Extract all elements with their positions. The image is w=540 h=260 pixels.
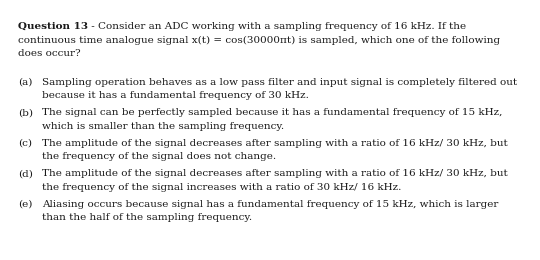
Text: (a): (a) bbox=[18, 78, 32, 87]
Text: which is smaller than the sampling frequency.: which is smaller than the sampling frequ… bbox=[42, 122, 284, 131]
Text: The signal can be perfectly sampled because it has a fundamental frequency of 15: The signal can be perfectly sampled beca… bbox=[42, 108, 502, 118]
Text: The amplitude of the signal decreases after sampling with a ratio of 16 kHz/ 30 : The amplitude of the signal decreases af… bbox=[42, 170, 508, 178]
Text: the frequency of the signal increases with a ratio of 30 kHz/ 16 kHz.: the frequency of the signal increases wi… bbox=[42, 183, 401, 192]
Text: because it has a fundamental frequency of 30 kHz.: because it has a fundamental frequency o… bbox=[42, 92, 309, 100]
Text: does occur?: does occur? bbox=[18, 49, 80, 58]
Text: Aliasing occurs because signal has a fundamental frequency of 15 kHz, which is l: Aliasing occurs because signal has a fun… bbox=[42, 200, 498, 209]
Text: (d): (d) bbox=[18, 170, 33, 178]
Text: The amplitude of the signal decreases after sampling with a ratio of 16 kHz/ 30 : The amplitude of the signal decreases af… bbox=[42, 139, 508, 148]
Text: than the half of the sampling frequency.: than the half of the sampling frequency. bbox=[42, 213, 252, 222]
Text: (c): (c) bbox=[18, 139, 32, 148]
Text: (e): (e) bbox=[18, 200, 32, 209]
Text: Question 13: Question 13 bbox=[18, 22, 88, 31]
Text: continuous time analogue signal x(t) = cos(30000πt) is sampled, which one of the: continuous time analogue signal x(t) = c… bbox=[18, 36, 500, 45]
Text: Sampling operation behaves as a low pass filter and input signal is completely f: Sampling operation behaves as a low pass… bbox=[42, 78, 517, 87]
Text: the frequency of the signal does not change.: the frequency of the signal does not cha… bbox=[42, 152, 276, 161]
Text: - Consider an ADC working with a sampling frequency of 16 kHz. If the: - Consider an ADC working with a samplin… bbox=[88, 22, 466, 31]
Text: (b): (b) bbox=[18, 108, 33, 118]
